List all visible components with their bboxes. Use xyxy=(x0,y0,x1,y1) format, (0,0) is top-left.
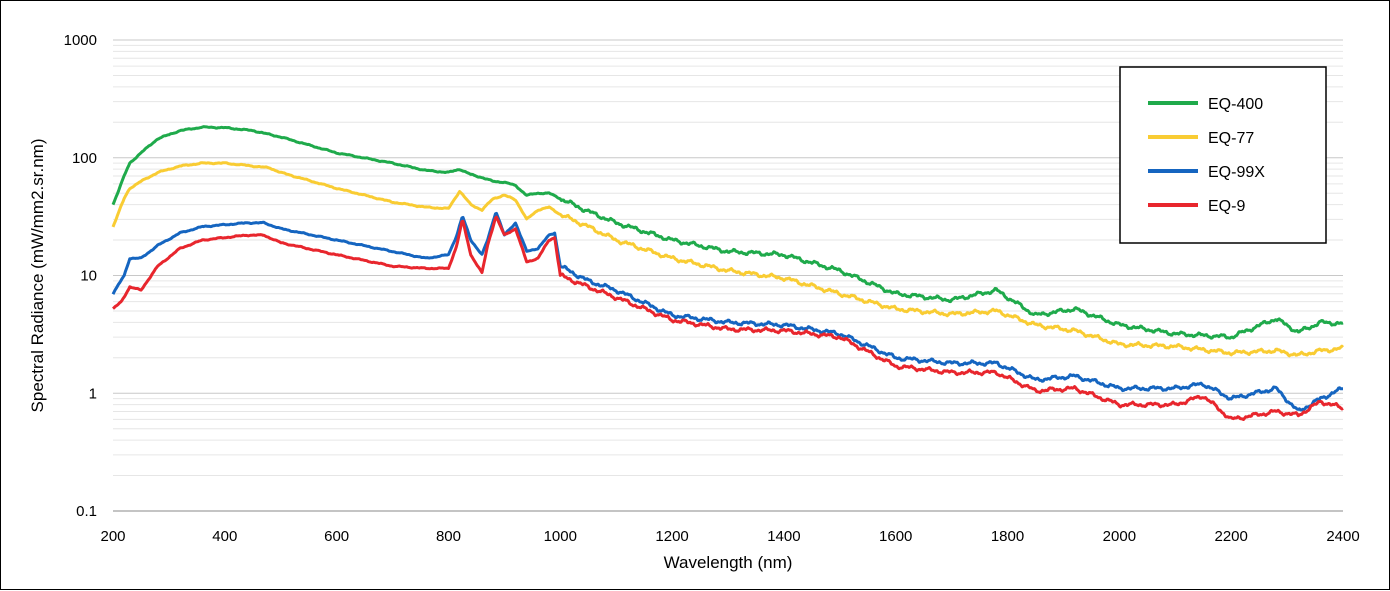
y-axis-tick-labels: 0.1 1 10 100 1000 xyxy=(64,32,97,520)
series-line xyxy=(111,125,1344,340)
x-tick-label: 2200 xyxy=(1214,528,1247,545)
x-tick-label: 1600 xyxy=(879,528,912,545)
x-tick-label: 1800 xyxy=(991,528,1024,545)
y-tick-label: 0.1 xyxy=(76,503,97,520)
legend: EQ-400 EQ-77 EQ-99X EQ-9 xyxy=(1119,66,1327,244)
x-tick-label: 400 xyxy=(212,528,237,545)
x-tick-label: 2000 xyxy=(1103,528,1136,545)
legend-label: EQ-77 xyxy=(1208,130,1254,147)
x-axis-title: Wavelength (nm) xyxy=(664,553,793,572)
x-tick-label: 2400 xyxy=(1326,528,1359,545)
legend-box xyxy=(1119,66,1327,244)
y-axis-title: Spectral Radiance (mW/mm2.sr.nm) xyxy=(28,139,47,413)
series-line xyxy=(112,215,1344,421)
series-line xyxy=(111,211,1344,412)
x-tick-label: 1400 xyxy=(767,528,800,545)
x-tick-label: 1000 xyxy=(544,528,577,545)
y-tick-label: 1 xyxy=(89,385,97,402)
x-tick-label: 1200 xyxy=(655,528,688,545)
legend-label: EQ-400 xyxy=(1208,96,1263,113)
x-axis-tick-labels: 200 400 600 800 1000 1200 1400 1600 1800 2000 2200… xyxy=(100,528,1359,545)
legend-label: EQ-9 xyxy=(1208,198,1245,215)
x-tick-label: 800 xyxy=(436,528,461,545)
legend-label: EQ-99X xyxy=(1208,164,1265,181)
x-tick-label: 600 xyxy=(324,528,349,545)
x-tick-label: 200 xyxy=(100,528,125,545)
y-tick-label: 1000 xyxy=(64,32,97,49)
series-line xyxy=(111,161,1345,358)
y-tick-label: 100 xyxy=(72,150,97,167)
y-tick-label: 10 xyxy=(80,268,97,285)
series-lines xyxy=(111,125,1345,421)
